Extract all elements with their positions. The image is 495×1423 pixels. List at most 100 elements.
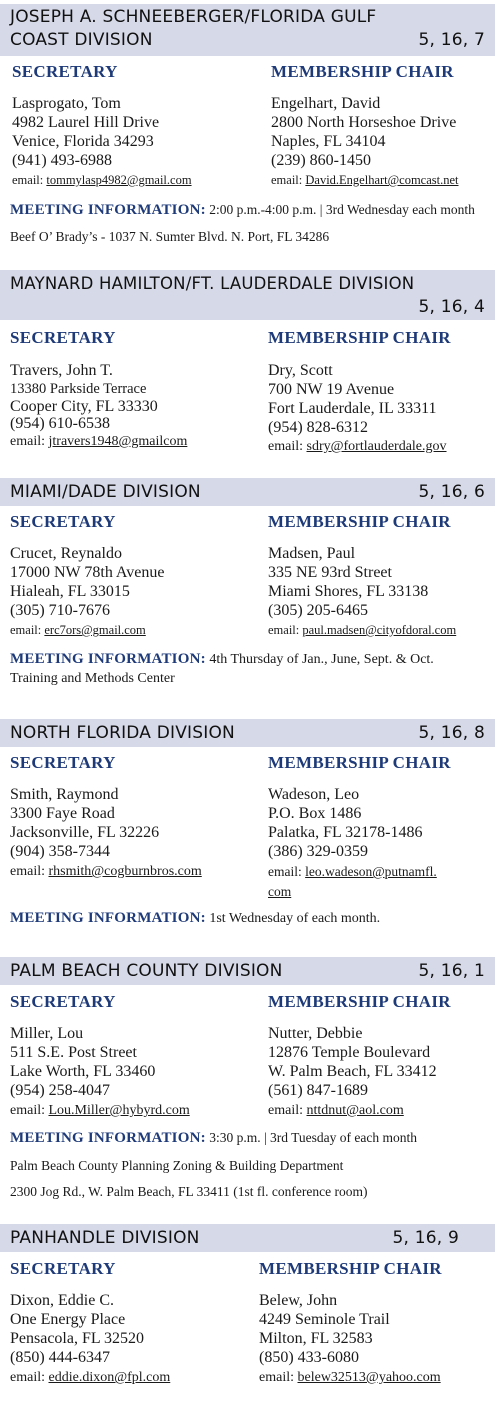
secretary-heading: SECRETARY bbox=[10, 512, 116, 531]
membership-address2: Palatka, FL 32178-1486 bbox=[268, 824, 423, 841]
secretary-address2: Lake Worth, FL 33460 bbox=[10, 1063, 156, 1080]
membership-phone: (850) 433-6080 bbox=[259, 1349, 359, 1366]
secretary-address2: Hialeah, FL 33015 bbox=[10, 583, 130, 600]
membership-heading: MEMBERSHIP CHAIR bbox=[268, 753, 451, 772]
division-header: PANHANDLE DIVISION 5, 16, 9 bbox=[0, 1224, 495, 1252]
membership-block: MEMBERSHIP CHAIR Dry, Scott 700 NW 19 Av… bbox=[268, 328, 495, 457]
secretary-phone: (305) 710-7676 bbox=[10, 602, 110, 619]
meeting-label: MEETING INFORMATION: bbox=[10, 651, 206, 667]
membership-name: Madsen, Paul bbox=[268, 545, 356, 562]
membership-heading: MEMBERSHIP CHAIR bbox=[271, 62, 454, 81]
membership-address1: 4249 Seminole Trail bbox=[259, 1311, 390, 1328]
membership-address2: Fort Lauderdale, IL 33311 bbox=[268, 400, 437, 417]
secretary-phone: (904) 358-7344 bbox=[10, 843, 110, 860]
membership-address1: 2800 North Horseshoe Drive bbox=[271, 114, 457, 131]
membership-email-link[interactable]: belew32513@yahoo.com bbox=[297, 1370, 441, 1385]
secretary-address1: 511 S.E. Post Street bbox=[10, 1044, 137, 1061]
division-header: PALM BEACH COUNTY DIVISION 5, 16, 1 bbox=[0, 957, 495, 985]
division-codes: 5, 16, 1 bbox=[418, 961, 485, 981]
secretary-address1: 17000 NW 78th Avenue bbox=[10, 564, 165, 581]
membership-block: MEMBERSHIP CHAIR Wadeson, Leo P.O. Box 1… bbox=[268, 753, 495, 901]
membership-email: email: belew32513@yahoo.com bbox=[259, 1370, 441, 1385]
secretary-block: SECRETARY Crucet, Reynaldo 17000 NW 78th… bbox=[10, 512, 250, 640]
secretary-email-link[interactable]: jtravers1948@gmailcom bbox=[48, 434, 188, 449]
division-north-florida: NORTH FLORIDA DIVISION 5, 16, 8 SECRETAR… bbox=[0, 719, 495, 926]
division-header: JOSEPH A. SCHNEEBERGER/FLORIDA GULF COAS… bbox=[0, 4, 495, 56]
membership-email: email: sdry@fortlauderdale.gov bbox=[268, 439, 447, 454]
secretary-phone: (954) 610-6538 bbox=[10, 415, 110, 432]
membership-address1: 700 NW 19 Avenue bbox=[268, 381, 395, 398]
membership-phone: (239) 860-1450 bbox=[271, 152, 371, 169]
membership-address2: Naples, FL 34104 bbox=[271, 133, 386, 150]
secretary-email-link[interactable]: Lou.Miller@hybyrd.com bbox=[48, 1103, 190, 1118]
division-title: MIAMI/DADE DIVISION bbox=[10, 482, 201, 502]
meeting-location: Beef O’ Brady’s - 1037 N. Sumter Blvd. N… bbox=[10, 229, 330, 244]
secretary-address1: 13380 Parkside Terrace bbox=[10, 381, 147, 397]
secretary-address1: 4982 Laurel Hill Drive bbox=[12, 114, 160, 131]
meeting-location-line1: Palm Beach County Planning Zoning & Buil… bbox=[10, 1158, 344, 1173]
membership-address1: P.O. Box 1486 bbox=[268, 805, 362, 822]
meeting-location: Training and Methods Center bbox=[10, 671, 175, 686]
membership-email-link[interactable]: paul.madsen@cityofdoral.com bbox=[302, 623, 457, 637]
secretary-block: SECRETARY Dixon, Eddie C. One Energy Pla… bbox=[10, 1259, 250, 1389]
secretary-email-link[interactable]: tommylasp4982@gmail.com bbox=[46, 173, 192, 187]
membership-heading: MEMBERSHIP CHAIR bbox=[268, 512, 451, 531]
secretary-block: SECRETARY Miller, Lou 511 S.E. Post Stre… bbox=[10, 992, 250, 1122]
division-codes: 5, 16, 6 bbox=[418, 482, 485, 502]
meeting-info: MEETING INFORMATION: 2:00 p.m.-4:00 p.m.… bbox=[10, 201, 490, 219]
division-palm-beach: PALM BEACH COUNTY DIVISION 5, 16, 1 SECR… bbox=[0, 957, 495, 1199]
secretary-address2: Venice, Florida 34293 bbox=[12, 133, 154, 150]
membership-name: Nutter, Debbie bbox=[268, 1025, 363, 1042]
secretary-block: SECRETARY Lasprogato, Tom 4982 Laurel Hi… bbox=[12, 62, 252, 190]
membership-email-link[interactable]: leo.wadeson@putnamfl. bbox=[305, 864, 437, 879]
division-title: PALM BEACH COUNTY DIVISION bbox=[10, 961, 283, 981]
membership-heading: MEMBERSHIP CHAIR bbox=[268, 328, 451, 347]
secretary-email-link[interactable]: erc7ors@gmail.com bbox=[44, 623, 146, 637]
meeting-info: MEETING INFORMATION: 4th Thursday of Jan… bbox=[10, 650, 490, 669]
membership-phone: (954) 828-6312 bbox=[268, 419, 368, 436]
secretary-heading: SECRETARY bbox=[10, 1259, 116, 1278]
secretary-email: email: Lou.Miller@hybyrd.com bbox=[10, 1103, 190, 1118]
secretary-name: Lasprogato, Tom bbox=[12, 95, 121, 112]
division-header: MAYNARD HAMILTON/FT. LAUDERDALE DIVISION… bbox=[0, 270, 495, 320]
division-panhandle: PANHANDLE DIVISION 5, 16, 9 SECRETARY Di… bbox=[0, 1224, 495, 1385]
meeting-location-line2: 2300 Jog Rd., W. Palm Beach, FL 33411 (1… bbox=[10, 1184, 368, 1199]
membership-email-link[interactable]: sdry@fortlauderdale.gov bbox=[306, 439, 447, 454]
secretary-heading: SECRETARY bbox=[10, 753, 116, 772]
secretary-name: Crucet, Reynaldo bbox=[10, 545, 122, 562]
membership-email: email: nttdnut@aol.com bbox=[268, 1103, 404, 1118]
division-ft-lauderdale: MAYNARD HAMILTON/FT. LAUDERDALE DIVISION… bbox=[0, 270, 495, 454]
secretary-email-link[interactable]: eddie.dixon@fpl.com bbox=[48, 1370, 171, 1385]
secretary-address2: Pensacola, FL 32520 bbox=[10, 1330, 145, 1347]
secretary-email: email: tommylasp4982@gmail.com bbox=[12, 173, 192, 187]
division-title: JOSEPH A. SCHNEEBERGER/FLORIDA GULF COAS… bbox=[10, 7, 377, 50]
membership-phone: (305) 205-6465 bbox=[268, 602, 368, 619]
secretary-email-link[interactable]: rhsmith@cogburnbros.com bbox=[48, 864, 202, 879]
secretary-phone: (850) 444-6347 bbox=[10, 1349, 110, 1366]
membership-email-link[interactable]: nttdnut@aol.com bbox=[306, 1103, 404, 1118]
membership-block: MEMBERSHIP CHAIR Nutter, Debbie 12876 Te… bbox=[268, 992, 495, 1122]
division-codes: 5, 16, 9 bbox=[392, 1228, 459, 1248]
membership-block: MEMBERSHIP CHAIR Madsen, Paul 335 NE 93r… bbox=[268, 512, 495, 640]
secretary-name: Smith, Raymond bbox=[10, 786, 119, 803]
secretary-email: email: erc7ors@gmail.com bbox=[10, 623, 146, 637]
division-miami-dade: MIAMI/DADE DIVISION 5, 16, 6 SECRETARY C… bbox=[0, 478, 495, 686]
membership-block: MEMBERSHIP CHAIR Belew, John 4249 Semino… bbox=[259, 1259, 495, 1389]
membership-address2: Milton, FL 32583 bbox=[259, 1330, 373, 1347]
membership-email-link[interactable]: David.Engelhart@comcast.net bbox=[305, 173, 459, 187]
membership-address1: 335 NE 93rd Street bbox=[268, 564, 392, 581]
membership-email-link-cont[interactable]: com bbox=[268, 884, 292, 899]
meeting-info: MEETING INFORMATION: 1st Wednesday of ea… bbox=[10, 909, 490, 928]
meeting-info: MEETING INFORMATION: 3:30 p.m. | 3rd Tue… bbox=[10, 1129, 490, 1147]
meeting-text: 3:30 p.m. | 3rd Tuesday of each month bbox=[209, 1130, 418, 1145]
secretary-heading: SECRETARY bbox=[10, 992, 116, 1011]
secretary-block: SECRETARY Smith, Raymond 3300 Faye Road … bbox=[10, 753, 250, 883]
meeting-label: MEETING INFORMATION: bbox=[10, 202, 206, 218]
membership-phone: (561) 847-1689 bbox=[268, 1082, 368, 1099]
division-title: MAYNARD HAMILTON/FT. LAUDERDALE DIVISION bbox=[10, 274, 415, 293]
membership-heading: MEMBERSHIP CHAIR bbox=[268, 992, 451, 1011]
secretary-address2: Jacksonville, FL 32226 bbox=[10, 824, 160, 841]
secretary-block: SECRETARY Travers, John T. 13380 Parksid… bbox=[10, 328, 250, 452]
division-codes: 5, 16, 8 bbox=[418, 723, 485, 743]
membership-email: email: David.Engelhart@comcast.net bbox=[271, 173, 459, 187]
